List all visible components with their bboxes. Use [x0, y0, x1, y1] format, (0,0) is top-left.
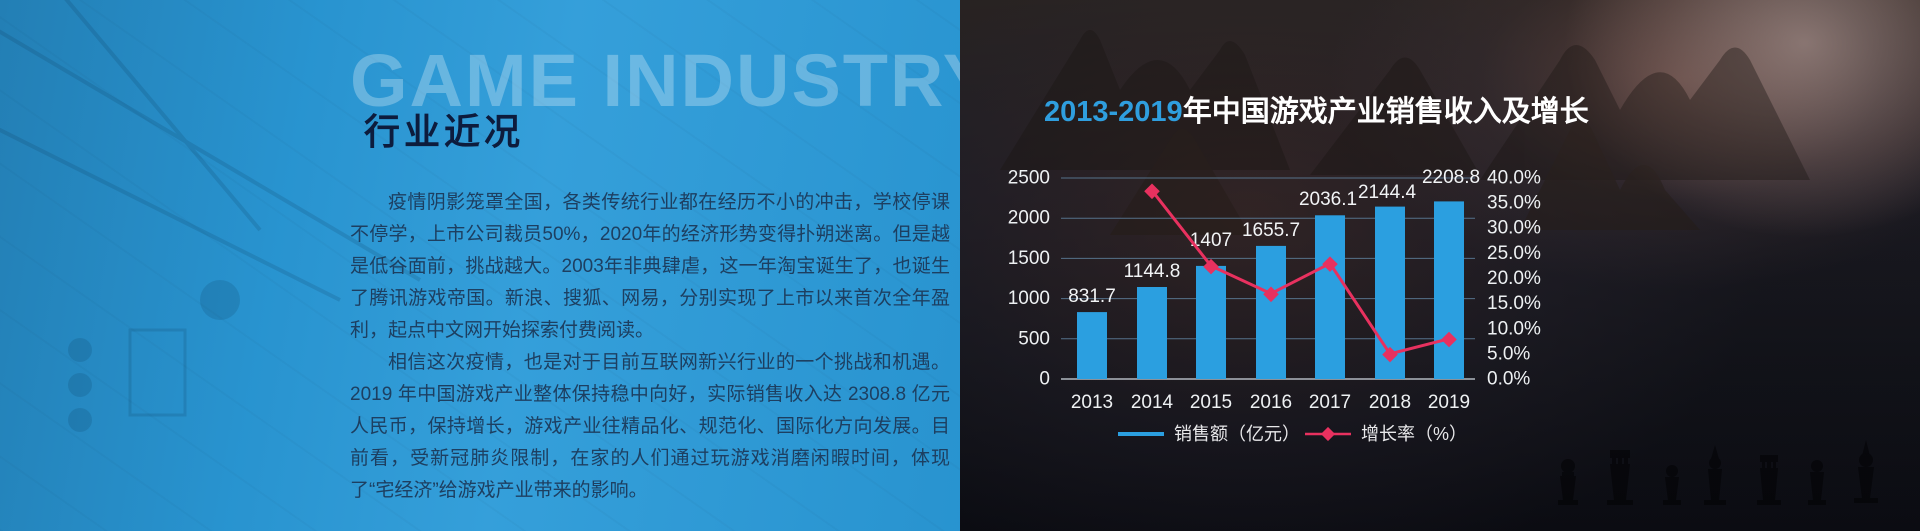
- svg-text:2036.1: 2036.1: [1299, 189, 1357, 210]
- svg-text:1144.8: 1144.8: [1124, 261, 1181, 282]
- svg-text:1655.7: 1655.7: [1242, 220, 1300, 241]
- svg-text:20.0%: 20.0%: [1487, 268, 1541, 289]
- svg-text:2208.8: 2208.8: [1422, 167, 1480, 188]
- svg-text:2014: 2014: [1131, 392, 1174, 413]
- svg-text:2500: 2500: [1008, 168, 1050, 189]
- svg-text:2019: 2019: [1428, 392, 1470, 413]
- svg-text:831.7: 831.7: [1068, 286, 1116, 307]
- svg-text:2016: 2016: [1250, 392, 1292, 413]
- svg-text:2144.4: 2144.4: [1358, 182, 1417, 203]
- svg-text:5.0%: 5.0%: [1487, 343, 1530, 364]
- svg-text:2018: 2018: [1369, 392, 1411, 413]
- svg-text:10.0%: 10.0%: [1487, 318, 1541, 339]
- svg-text:0: 0: [1039, 369, 1050, 390]
- svg-text:1000: 1000: [1008, 288, 1050, 309]
- svg-text:2017: 2017: [1309, 392, 1351, 413]
- svg-text:2015: 2015: [1190, 392, 1232, 413]
- svg-text:15.0%: 15.0%: [1487, 293, 1541, 314]
- svg-text:2013: 2013: [1071, 392, 1113, 413]
- svg-text:0.0%: 0.0%: [1487, 369, 1530, 390]
- svg-text:25.0%: 25.0%: [1487, 243, 1541, 264]
- svg-text:30.0%: 30.0%: [1487, 218, 1541, 239]
- svg-text:2000: 2000: [1008, 208, 1050, 229]
- svg-text:500: 500: [1018, 328, 1050, 349]
- svg-text:40.0%: 40.0%: [1487, 168, 1541, 189]
- svg-text:1500: 1500: [1008, 248, 1050, 269]
- svg-text:35.0%: 35.0%: [1487, 193, 1541, 214]
